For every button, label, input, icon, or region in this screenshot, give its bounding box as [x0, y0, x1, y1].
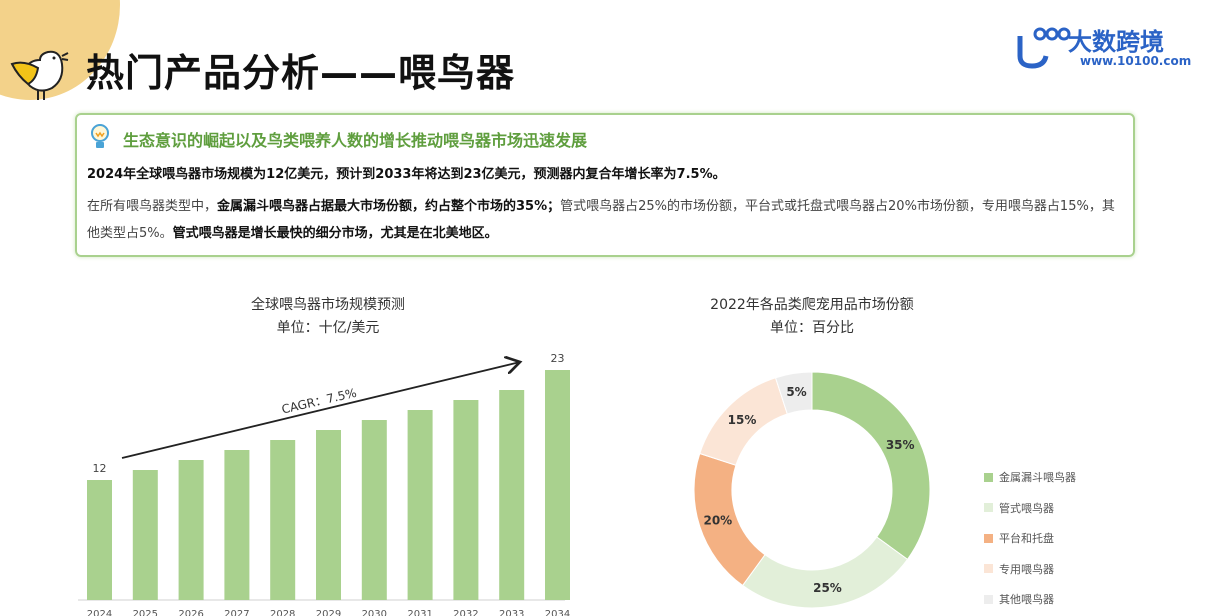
bar-2031	[407, 410, 433, 600]
summary-line-2: 在所有喂鸟器类型中，金属漏斗喂鸟器占据最大市场份额，约占整个市场的35%；管式喂…	[87, 193, 1127, 247]
bar-2028	[270, 440, 296, 600]
legend-label: 金属漏斗喂鸟器	[999, 471, 1076, 485]
bar-chart: 2024 12 2025 2026 2027 2028 2029 2030 2031 2032 20…	[78, 352, 570, 616]
bar-2033	[499, 390, 525, 600]
summary-text: 管式喂鸟器占25%的市场份额，平台式或托盘式喂鸟器占20%市场份额，专用喂鸟器占…	[87, 199, 1115, 241]
bar-chart-title: 全球喂鸟器市场规模预测	[251, 297, 405, 313]
slice-4	[774, 371, 813, 415]
slice-1	[741, 536, 909, 609]
summary-heading: 生态意识的崛起以及鸟类喂养人数的增长推动喂鸟器市场迅速发展	[123, 131, 588, 150]
summary-emphasis: 管式喂鸟器是增长最快的细分市场，尤其是在北美地区。	[172, 226, 498, 241]
page-title: 热门产品分析——喂鸟器	[86, 51, 516, 95]
legend-item: 其他喂鸟器	[984, 584, 1076, 615]
x-tick-label: 2030	[362, 609, 387, 616]
legend-label: 管式喂鸟器	[999, 501, 1054, 515]
summary-text: 在所有喂鸟器类型中，	[87, 199, 218, 214]
x-tick-label: 2027	[224, 609, 249, 616]
legend-swatch	[984, 594, 993, 604]
slice-label: 15%	[728, 413, 757, 427]
legend-swatch	[984, 533, 993, 543]
lightbulb-icon	[91, 124, 109, 148]
slice-0	[811, 371, 931, 561]
logo-text: 大数跨境	[1068, 28, 1164, 56]
data-label: 23	[551, 352, 565, 365]
legend-label: 专用喂鸟器	[999, 562, 1054, 576]
legend-item: 管式喂鸟器	[984, 493, 1076, 524]
data-label: 12	[93, 462, 107, 475]
legend-item: 专用喂鸟器	[984, 554, 1076, 585]
x-tick-label: 2024	[87, 609, 112, 616]
pie-legend: 金属漏斗喂鸟器 管式喂鸟器平台和托盘专用喂鸟器其他喂鸟器	[984, 462, 1076, 615]
summary-box: 生态意识的崛起以及鸟类喂养人数的增长推动喂鸟器市场迅速发展 2024年全球喂鸟器…	[75, 113, 1135, 257]
x-tick-label: 2029	[316, 609, 341, 616]
logo-icon	[1017, 27, 1071, 69]
bird-icon	[10, 50, 69, 100]
x-tick-label: 2025	[133, 609, 158, 616]
legend-label: 平台和托盘	[999, 532, 1054, 546]
pie-chart-subtitle: 单位：百分比	[770, 320, 854, 336]
legend-swatch	[984, 472, 993, 482]
legend-swatch	[984, 503, 993, 513]
bar-2025	[132, 470, 158, 600]
legend-label: 其他喂鸟器	[999, 593, 1054, 607]
summary-line-1: 2024年全球喂鸟器市场规模为12亿美元，预计到2033年将达到23亿美元，预测…	[87, 167, 726, 182]
x-tick-label: 2028	[270, 609, 295, 616]
bar-2027	[224, 450, 250, 600]
bar-2024	[87, 480, 112, 600]
slice-label: 5%	[786, 385, 806, 399]
bar-2026	[178, 460, 204, 600]
slice-label: 20%	[703, 514, 732, 528]
x-tick-label: 2031	[407, 609, 432, 616]
x-tick-label: 2034	[545, 609, 570, 616]
cagr-arrow	[121, 362, 520, 459]
x-tick-label: 2033	[499, 609, 524, 616]
x-tick-label: 2026	[178, 609, 203, 616]
bar-2034	[545, 370, 570, 600]
legend-swatch	[984, 564, 993, 574]
legend-item: 金属漏斗喂鸟器	[984, 462, 1076, 493]
x-tick-label: 2032	[453, 609, 478, 616]
slice-label: 35%	[886, 438, 915, 452]
bar-2029	[316, 430, 341, 600]
slice-label: 25%	[813, 581, 842, 595]
donut-chart: 35% 25% 20% 15% 5%	[693, 371, 931, 609]
legend-item: 平台和托盘	[984, 523, 1076, 554]
cagr-annotation: CAGR：7.5%	[280, 386, 358, 417]
logo-url: www.10100.com	[1080, 54, 1192, 68]
summary-emphasis: 金属漏斗喂鸟器占据最大市场份额，约占整个市场的35%；	[217, 199, 561, 214]
bar-chart-subtitle: 单位：十亿/美元	[276, 320, 380, 336]
bar-2032	[453, 400, 479, 600]
pie-chart-title: 2022年各品类爬宠用品市场份额	[710, 297, 914, 313]
bar-2030	[361, 420, 387, 600]
